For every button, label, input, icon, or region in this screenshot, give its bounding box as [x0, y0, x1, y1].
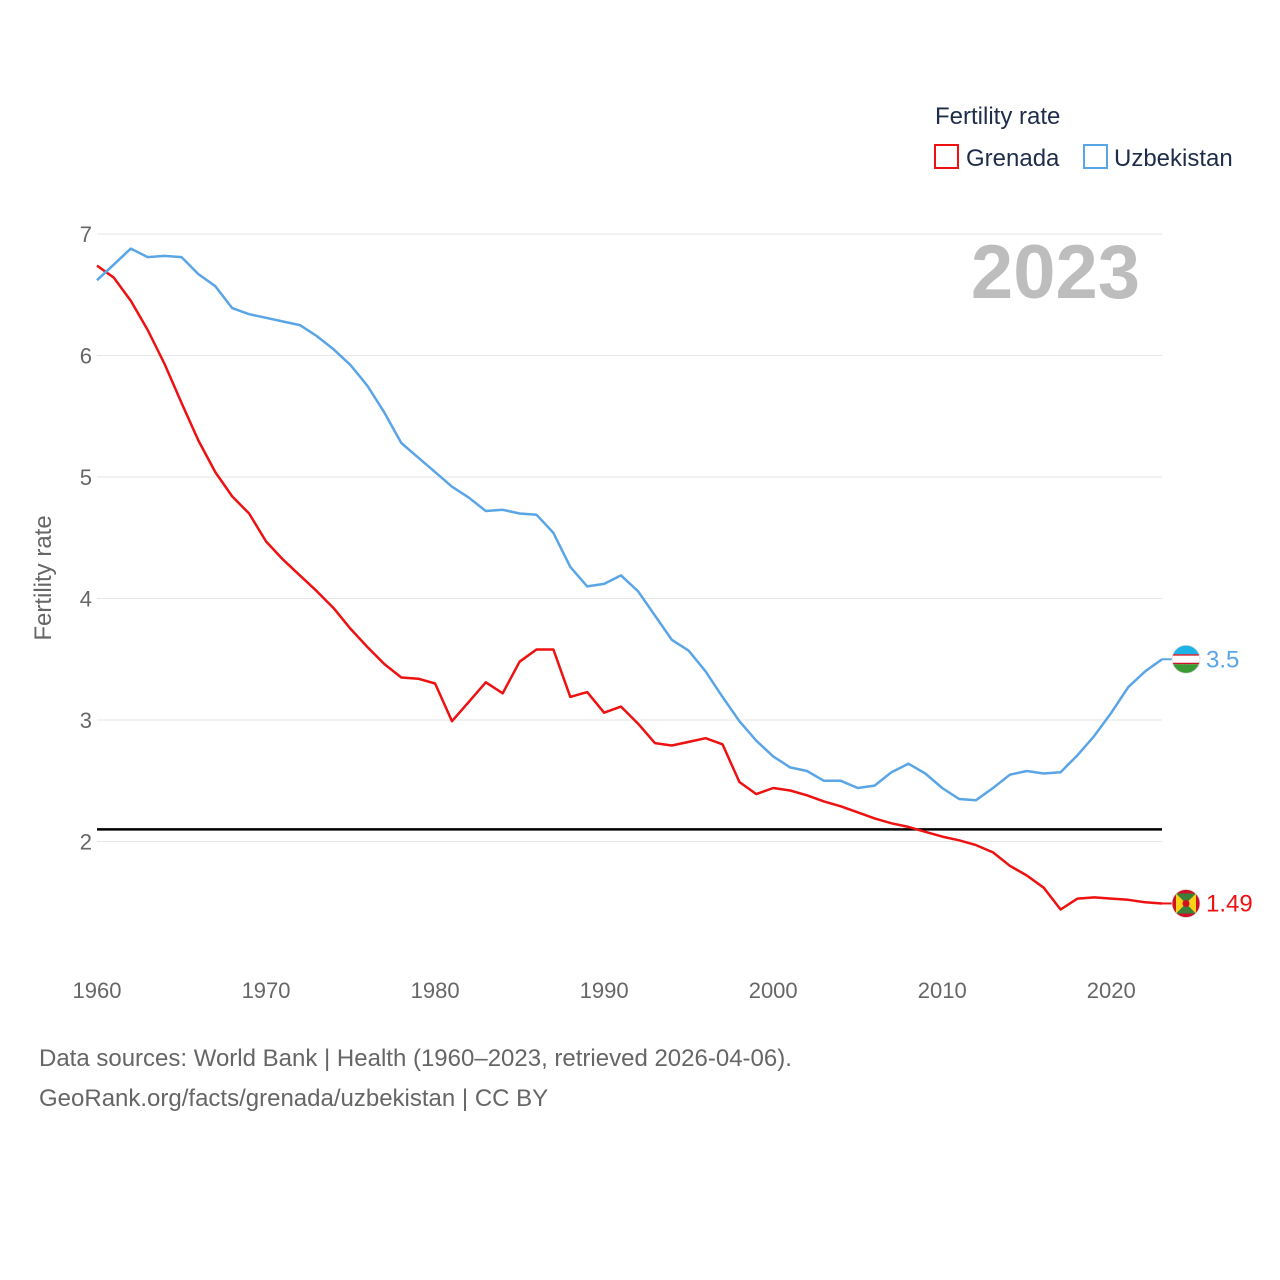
x-tick-label-2010: 2010: [918, 978, 967, 1003]
x-tick-label-1980: 1980: [411, 978, 460, 1003]
series-lines: [96, 247, 1163, 911]
x-axis-ticks: 1960 1970 1980 1990 2000 2010 2020: [73, 978, 1136, 1003]
x-tick-label-1990: 1990: [580, 978, 629, 1003]
y-axis-ticks: 2 3 4 5 6 7: [80, 222, 92, 855]
x-tick-label-1970: 1970: [242, 978, 291, 1003]
x-tick-label-1960: 1960: [73, 978, 122, 1003]
grenada-flag-icon: [1171, 889, 1201, 918]
uzbekistan-flag-icon: [1171, 644, 1201, 674]
legend-title: Fertility rate: [935, 103, 1060, 130]
y-tick-label-4: 4: [80, 587, 92, 612]
legend-swatch-grenada: [934, 144, 959, 169]
series-line-grenada[interactable]: [96, 264, 1163, 911]
y-tick-label-3: 3: [80, 708, 92, 733]
y-tick-label-7: 7: [80, 222, 92, 247]
legend-label-uzbekistan: Uzbekistan: [1114, 145, 1233, 172]
gridlines: [97, 233, 1162, 842]
x-tick-label-2020: 2020: [1087, 978, 1136, 1003]
legend-label-grenada: Grenada: [966, 145, 1060, 172]
legend-swatch-uzbekistan: [1083, 144, 1108, 169]
end-value-label-grenada: 1.49: [1206, 890, 1253, 917]
y-axis-title: Fertility rate: [30, 515, 57, 640]
credit-note[interactable]: GeoRank.org/facts/grenada/uzbekistan | C…: [39, 1085, 549, 1112]
y-tick-label-2: 2: [80, 830, 92, 855]
legend-item-grenada[interactable]: Grenada: [934, 144, 1060, 172]
year-watermark: 2023: [971, 230, 1140, 315]
legend-item-uzbekistan[interactable]: Uzbekistan: [1083, 144, 1233, 172]
y-tick-label-5: 5: [80, 465, 92, 490]
end-value-label-uzbekistan: 3.5: [1206, 646, 1239, 673]
series-line-uzbekistan[interactable]: [96, 247, 1163, 802]
series-end-markers: 1.49 3.5: [1162, 644, 1253, 918]
legend: Fertility rate Grenada Uzbekistan: [934, 103, 1233, 172]
data-source-note: Data sources: World Bank | Health (1960–…: [39, 1045, 792, 1072]
x-tick-label-2000: 2000: [749, 978, 798, 1003]
y-tick-label-6: 6: [80, 344, 92, 369]
